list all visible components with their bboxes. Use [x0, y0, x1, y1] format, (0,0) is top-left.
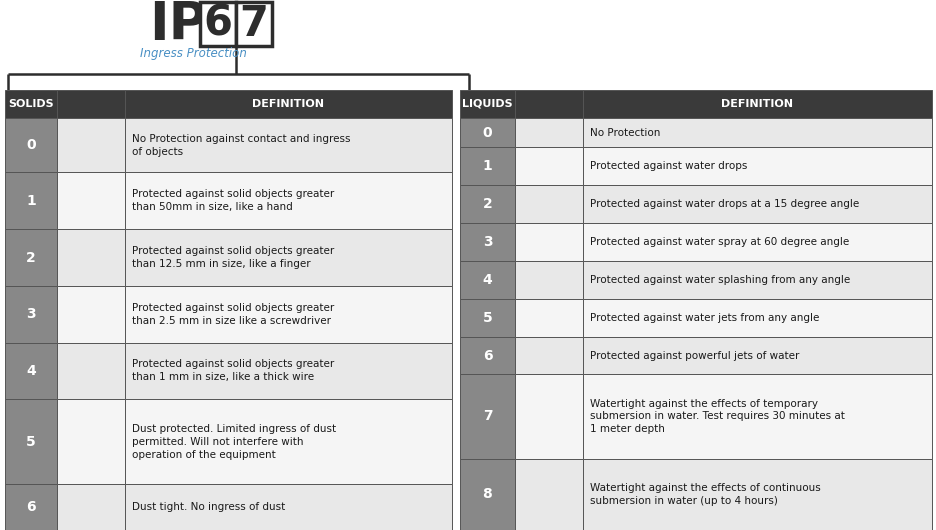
- Text: Dust protected. Limited ingress of dust
permitted. Will not interfere with
opera: Dust protected. Limited ingress of dust …: [132, 424, 336, 460]
- Bar: [515, 299, 582, 337]
- Text: Protected against water spray at 60 degree angle: Protected against water spray at 60 degr…: [590, 237, 848, 247]
- Bar: [5, 342, 57, 399]
- Text: 6: 6: [26, 500, 36, 514]
- Text: 7: 7: [240, 3, 269, 45]
- Text: DEFINITION: DEFINITION: [252, 99, 324, 109]
- Text: 2: 2: [26, 251, 36, 264]
- Text: Protected against water jets from any angle: Protected against water jets from any an…: [590, 313, 818, 323]
- Bar: [582, 261, 931, 299]
- Bar: [5, 118, 57, 172]
- Bar: [460, 90, 515, 118]
- Bar: [5, 399, 57, 484]
- Bar: [57, 172, 124, 229]
- Text: 3: 3: [26, 307, 36, 321]
- Bar: [460, 186, 515, 223]
- Text: Ingress Protection: Ingress Protection: [139, 48, 246, 60]
- Bar: [460, 261, 515, 299]
- Bar: [5, 484, 57, 530]
- Bar: [460, 299, 515, 337]
- Bar: [460, 223, 515, 261]
- Text: 2: 2: [482, 197, 491, 211]
- Text: 4: 4: [26, 364, 36, 378]
- Bar: [515, 118, 582, 147]
- Bar: [460, 337, 515, 375]
- Text: IP: IP: [149, 0, 207, 51]
- Text: 8: 8: [482, 487, 491, 501]
- Text: Protected against water drops: Protected against water drops: [590, 161, 747, 171]
- Bar: [124, 342, 451, 399]
- Bar: [124, 484, 451, 530]
- Bar: [515, 458, 582, 530]
- Bar: [515, 223, 582, 261]
- Bar: [124, 90, 451, 118]
- Bar: [57, 90, 124, 118]
- Bar: [582, 299, 931, 337]
- Bar: [57, 229, 124, 286]
- Bar: [5, 172, 57, 229]
- Text: 5: 5: [482, 311, 491, 325]
- Text: Watertight against the effects of continuous
submersion in water (up to 4 hours): Watertight against the effects of contin…: [590, 483, 820, 506]
- Bar: [124, 229, 451, 286]
- Bar: [582, 186, 931, 223]
- Bar: [5, 229, 57, 286]
- Text: Protected against solid objects greater
than 12.5 mm in size, like a finger: Protected against solid objects greater …: [132, 246, 334, 269]
- Bar: [582, 375, 931, 458]
- Bar: [515, 147, 582, 185]
- Text: Watertight against the effects of temporary
submersion in water. Test requires 3: Watertight against the effects of tempor…: [590, 399, 844, 434]
- Bar: [57, 399, 124, 484]
- Bar: [57, 118, 124, 172]
- Bar: [57, 342, 124, 399]
- Bar: [5, 90, 57, 118]
- Bar: [515, 261, 582, 299]
- Bar: [57, 286, 124, 342]
- Bar: [515, 90, 582, 118]
- Bar: [515, 375, 582, 458]
- Text: Protected against solid objects greater
than 2.5 mm in size like a screwdriver: Protected against solid objects greater …: [132, 303, 334, 325]
- Bar: [5, 286, 57, 342]
- Bar: [515, 337, 582, 375]
- Bar: [582, 337, 931, 375]
- Text: 0: 0: [482, 126, 491, 140]
- Bar: [124, 399, 451, 484]
- Bar: [515, 186, 582, 223]
- Bar: [124, 286, 451, 342]
- Bar: [582, 458, 931, 530]
- Text: No Protection: No Protection: [590, 128, 660, 138]
- Text: 1: 1: [482, 160, 491, 173]
- Bar: [124, 172, 451, 229]
- Text: 4: 4: [482, 273, 491, 287]
- Text: Protected against powerful jets of water: Protected against powerful jets of water: [590, 350, 798, 360]
- Bar: [57, 484, 124, 530]
- Bar: [124, 118, 451, 172]
- Text: Protected against solid objects greater
than 1 mm in size, like a thick wire: Protected against solid objects greater …: [132, 359, 334, 382]
- Bar: [582, 90, 931, 118]
- Text: 3: 3: [482, 235, 491, 249]
- Bar: [582, 147, 931, 185]
- Text: 0: 0: [26, 138, 36, 152]
- Bar: [236, 2, 271, 46]
- Text: LIQUIDS: LIQUIDS: [461, 99, 512, 109]
- Bar: [199, 2, 236, 46]
- Text: Protected against water splashing from any angle: Protected against water splashing from a…: [590, 275, 849, 285]
- Text: 7: 7: [482, 410, 491, 423]
- Text: 6: 6: [482, 349, 491, 363]
- Text: Protected against water drops at a 15 degree angle: Protected against water drops at a 15 de…: [590, 199, 858, 209]
- Text: 6: 6: [203, 3, 232, 45]
- Bar: [582, 223, 931, 261]
- Text: DEFINITION: DEFINITION: [721, 99, 793, 109]
- Bar: [460, 375, 515, 458]
- Bar: [460, 147, 515, 185]
- Bar: [460, 118, 515, 147]
- Text: Protected against solid objects greater
than 50mm in size, like a hand: Protected against solid objects greater …: [132, 189, 334, 212]
- Text: SOLIDS: SOLIDS: [8, 99, 53, 109]
- Text: 5: 5: [26, 435, 36, 449]
- Text: Dust tight. No ingress of dust: Dust tight. No ingress of dust: [132, 502, 285, 512]
- Text: 1: 1: [26, 194, 36, 208]
- Text: No Protection against contact and ingress
of objects: No Protection against contact and ingres…: [132, 134, 350, 157]
- Bar: [582, 118, 931, 147]
- Bar: [460, 458, 515, 530]
